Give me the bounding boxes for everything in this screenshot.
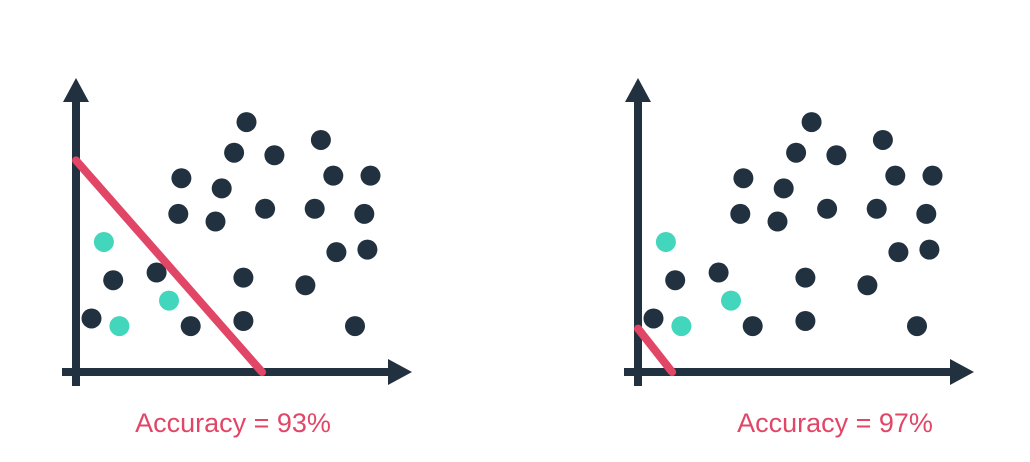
data-point-dark-8 [730,203,751,224]
data-point-dark-14 [357,239,378,260]
data-point-teal-0 [93,231,114,252]
data-point-dark-12 [354,203,375,224]
data-point-dark-22 [907,316,927,337]
data-point-dark-14 [919,239,940,260]
data-point-dark-16 [708,262,729,283]
data-point-dark-0 [236,112,257,133]
data-point-teal-1 [721,290,741,311]
data-point-dark-9 [767,211,788,232]
data-point-teal-0 [655,231,676,252]
data-point-dark-1 [224,142,245,163]
data-point-dark-18 [295,275,316,296]
data-point-dark-10 [817,198,838,219]
data-point-teal-1 [159,290,179,311]
accuracy-label: Accuracy = 93% [135,408,331,438]
data-point-dark-7 [773,178,794,199]
data-point-teal-2 [671,316,692,337]
data-point-dark-2 [264,145,285,166]
data-point-teal-2 [109,316,130,337]
data-point-dark-21 [233,311,254,331]
data-point-dark-20 [180,316,201,337]
data-point-dark-15 [103,270,124,291]
data-point-dark-22 [345,316,365,337]
data-point-dark-13 [888,242,909,263]
data-point-dark-11 [866,198,887,219]
data-point-dark-4 [323,165,344,186]
data-point-dark-4 [885,165,906,186]
data-point-dark-18 [857,275,878,296]
data-point-dark-17 [233,267,254,288]
scatter-panel-right: Accuracy = 97% [624,78,974,438]
data-point-dark-15 [665,270,686,291]
data-point-dark-20 [742,316,763,337]
data-point-dark-11 [304,198,325,219]
data-point-dark-2 [826,145,847,166]
data-point-dark-6 [733,168,754,189]
data-point-dark-17 [795,267,816,288]
data-point-dark-1 [786,142,807,163]
data-point-dark-0 [801,112,822,133]
data-point-dark-10 [255,198,276,219]
data-point-dark-3 [310,129,331,150]
y-axis-arrow-icon [63,78,89,102]
data-point-dark-3 [872,129,893,150]
x-axis-arrow-icon [388,359,412,385]
data-point-dark-9 [205,211,226,232]
data-point-dark-8 [168,203,189,224]
data-point-dark-16 [146,262,167,283]
y-axis-arrow-icon [625,78,651,102]
data-point-dark-13 [326,242,347,263]
data-point-dark-5 [360,165,381,186]
data-point-dark-21 [795,311,816,331]
decision-boundary-line [72,156,266,376]
data-point-dark-19 [81,308,102,329]
accuracy-label: Accuracy = 97% [737,408,933,438]
data-point-dark-12 [916,203,937,224]
x-axis-arrow-icon [950,359,974,385]
decision-boundary-line [634,324,677,376]
data-point-dark-7 [211,178,232,199]
data-point-dark-5 [922,165,943,186]
scatter-panel-left: Accuracy = 93% [62,78,412,438]
data-point-dark-19 [643,308,664,329]
data-point-dark-6 [171,168,192,189]
